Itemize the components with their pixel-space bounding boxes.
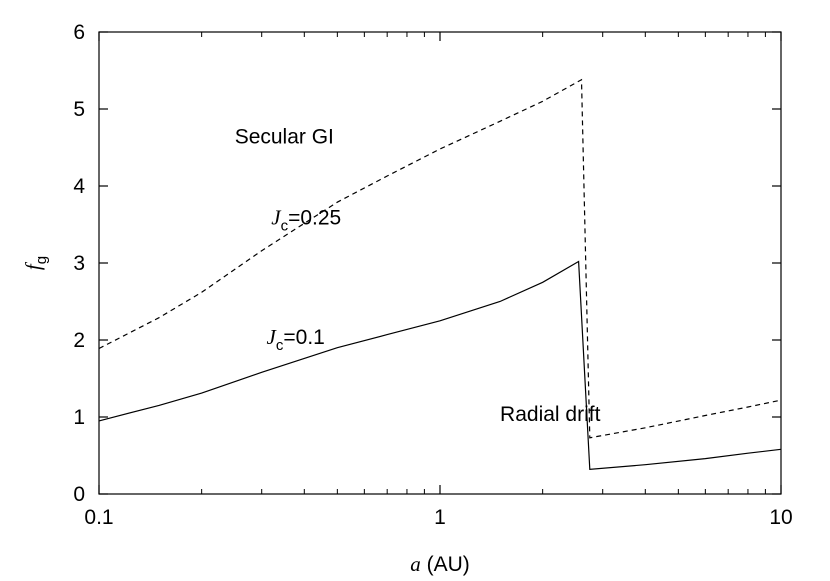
x-axis-ticks: 0.1 1 10: [84, 32, 793, 529]
annotation-secular: Secular GI: [235, 126, 334, 149]
annotation-jc01: Jc=0.1: [267, 325, 325, 354]
y-tick-label: 2: [73, 329, 85, 352]
x-tick-label: 0.1: [84, 506, 113, 529]
plot-frame: [98, 31, 782, 495]
y-tick-label: 0: [73, 483, 85, 506]
y-tick-label: 6: [73, 21, 85, 44]
series-line-dashed: [98, 78, 782, 439]
y-axis-label: fg: [21, 256, 50, 270]
annotation-jc025: Jc=0.25: [271, 206, 341, 235]
x-tick-label: 1: [434, 506, 446, 529]
annotation-layer: Secular GI Jc=0.25 Jc=0.1 Radial drift: [235, 126, 601, 426]
y-tick-label: 1: [73, 406, 85, 429]
annotation-drift: Radial drift: [500, 403, 601, 426]
y-tick-label: 4: [73, 175, 85, 198]
series-line-solid: [98, 260, 782, 471]
x-axis-label: a (AU): [410, 552, 470, 576]
y-tick-label: 3: [73, 252, 85, 275]
y-tick-label: 5: [73, 98, 85, 121]
y-axis-ticks: 0 1 2 3 4 5 6: [73, 21, 781, 506]
series-layer: [98, 78, 782, 471]
x-tick-label: 10: [769, 506, 792, 529]
